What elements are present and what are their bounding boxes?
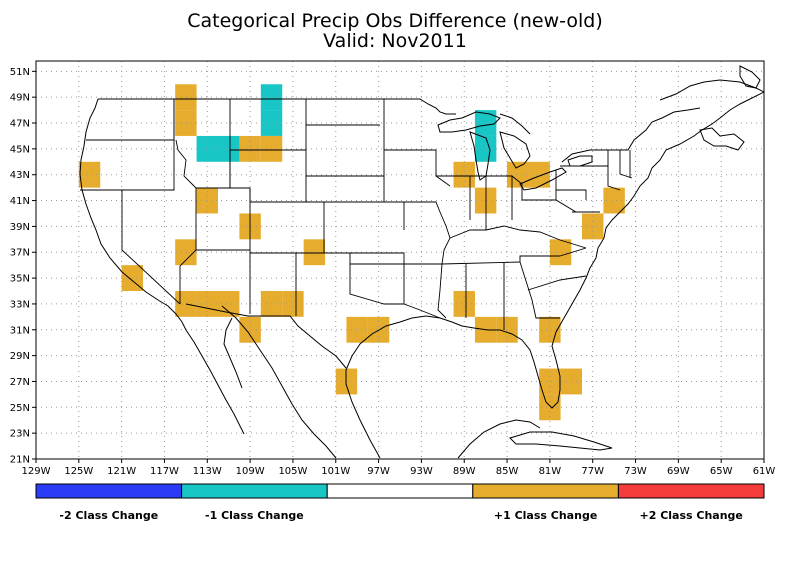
- tick-labels: 21N 23N 25N 27N 29N 31N 33N 35N 37N 39N 41N 43N 45N 4…: [10, 67, 776, 477]
- difference-cell: [528, 161, 550, 188]
- legend-swatch: [181, 483, 328, 499]
- coastlines-and-borders: [79, 65, 765, 459]
- difference-cell: [175, 84, 197, 111]
- legend-swatch: [326, 483, 474, 499]
- canada-us-border: [98, 98, 701, 163]
- lon-tick-label: 61W: [753, 466, 776, 477]
- lake-superior-line: [437, 111, 501, 133]
- difference-cell: [474, 110, 497, 136]
- difference-cell: [539, 394, 561, 421]
- lat-tick-label: 35N: [10, 274, 30, 285]
- lat-tick-label: 25N: [10, 403, 30, 414]
- lat-tick-label: 39N: [10, 222, 30, 233]
- west-coast-line: [79, 98, 187, 331]
- lat-tick-label: 51N: [10, 67, 30, 78]
- gulf-coast-east-line: [439, 257, 597, 409]
- lon-tick-label: 69W: [667, 466, 690, 477]
- difference-cell: [239, 316, 261, 343]
- lon-tick-label: 65W: [710, 466, 733, 477]
- us-mexico-border: [185, 303, 347, 369]
- lat-tick-label: 41N: [10, 196, 30, 207]
- lon-tick-label: 125W: [64, 466, 93, 477]
- difference-cell: [239, 135, 261, 162]
- gulf-coast-west-line: [345, 315, 441, 459]
- title-line-1: Categorical Precip Obs Difference (new-o…: [187, 10, 602, 32]
- difference-cell: [218, 291, 240, 317]
- plot-frame: [35, 60, 765, 460]
- lat-tick-label: 43N: [10, 170, 30, 181]
- lon-tick-label: 89W: [453, 466, 476, 477]
- lon-tick-label: 97W: [367, 466, 390, 477]
- mexico-west-coast-line: [221, 305, 337, 459]
- difference-cell: [282, 291, 304, 317]
- legend-label: -1 Class Change: [205, 509, 304, 522]
- difference-cell: [303, 239, 326, 266]
- legend-label: +1 Class Change: [494, 509, 597, 522]
- difference-cell: [453, 291, 475, 317]
- lat-tick-label: 37N: [10, 248, 30, 259]
- lat-tick-label: 33N: [10, 299, 30, 310]
- difference-cell: [196, 187, 218, 214]
- lat-tick-label: 29N: [10, 351, 30, 362]
- lon-tick-label: 113W: [193, 466, 222, 477]
- lake-erie-line: [519, 167, 567, 191]
- canada-coast-line: [659, 79, 765, 151]
- lat-tick-label: 21N: [10, 455, 30, 466]
- lake-michigan-line: [469, 131, 491, 181]
- lon-tick-label: 77W: [581, 466, 604, 477]
- difference-cell: [78, 161, 101, 188]
- lon-tick-label: 109W: [236, 466, 265, 477]
- east-coast-line: [595, 91, 765, 259]
- legend-label: +2 Class Change: [640, 509, 743, 522]
- lat-tick-label: 47N: [10, 119, 30, 130]
- lon-tick-label: 101W: [321, 466, 350, 477]
- axis-frame: [35, 60, 765, 460]
- difference-cell: [346, 316, 368, 343]
- difference-cell: [474, 135, 497, 162]
- lon-tick-label: 81W: [539, 466, 562, 477]
- lon-tick-label: 117W: [150, 466, 179, 477]
- lon-tick-label: 105W: [278, 466, 307, 477]
- state-borders: [80, 99, 633, 330]
- lat-tick-label: 23N: [10, 429, 30, 440]
- difference-cell: [496, 316, 518, 343]
- lon-tick-label: 129W: [22, 466, 51, 477]
- difference-cell: [218, 135, 240, 162]
- yucatan-coast-line: [457, 419, 541, 459]
- difference-cell: [196, 135, 218, 162]
- legend-label: -2 Class Change: [59, 509, 158, 522]
- difference-cell: [175, 239, 197, 266]
- cuba-coast-line: [509, 431, 613, 451]
- difference-cell: [196, 291, 218, 317]
- lon-tick-label: 85W: [496, 466, 519, 477]
- difference-cell: [549, 239, 572, 266]
- title-line-2: Valid: Nov2011: [323, 30, 467, 52]
- lat-tick-label: 45N: [10, 144, 30, 155]
- baja-coast-line: [185, 317, 245, 435]
- difference-cell: [175, 291, 197, 317]
- legend-swatch: [472, 483, 619, 499]
- legend-swatch: [617, 483, 765, 499]
- newfoundland-line: [739, 65, 761, 89]
- lon-tick-label: 73W: [624, 466, 647, 477]
- lon-tick-label: 93W: [410, 466, 433, 477]
- lon-tick-label: 121W: [107, 466, 136, 477]
- lake-ontario-line: [567, 155, 593, 167]
- difference-cell: [603, 187, 625, 214]
- difference-cell: [507, 161, 529, 188]
- lat-tick-label: 27N: [10, 377, 30, 388]
- lat-tick-label: 49N: [10, 93, 30, 104]
- lake-huron-line: [499, 131, 531, 169]
- legend-swatch: [35, 483, 183, 499]
- color-legend: -2 Class Change -1 Class Change +1 Class C…: [35, 483, 765, 522]
- difference-cell: [175, 110, 197, 136]
- lat-tick-label: 31N: [10, 325, 30, 336]
